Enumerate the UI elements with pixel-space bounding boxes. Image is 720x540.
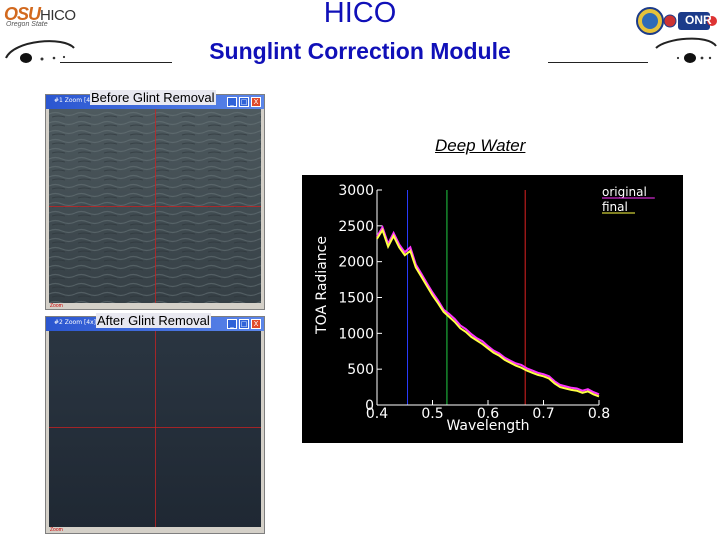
window-status: Zoom <box>50 303 63 309</box>
y-tick-label: 1500 <box>338 291 374 307</box>
hico-logo-text: HICO <box>40 7 76 24</box>
close-button[interactable]: X <box>251 97 261 107</box>
y-tick-label: 500 <box>347 362 374 378</box>
legend-label-original: original <box>602 185 647 199</box>
window-status: Zoom <box>50 527 63 533</box>
after-glint-label: After Glint Removal <box>96 313 211 328</box>
osu-logo-mark: OSU <box>4 4 41 24</box>
y-tick-label: 3000 <box>338 183 374 199</box>
x-tick-label: 0.4 <box>366 406 388 422</box>
minimize-button[interactable]: _ <box>227 319 237 329</box>
osu-logo: OSU Oregon State <box>4 4 74 34</box>
maximize-button[interactable]: □ <box>239 97 249 107</box>
header-divider-left <box>60 62 172 63</box>
radiance-chart-svg: 0.4 0.5 0.6 0.7 0.8050010001500200025003000 … <box>314 183 655 434</box>
right-orbit-icon <box>655 37 717 63</box>
x-axis-label: Wavelength <box>446 418 529 434</box>
maximize-button[interactable]: □ <box>239 319 249 329</box>
after-glint-window[interactable]: #2 Zoom [4x] _ □ X Zoom <box>45 316 265 534</box>
x-tick-label: 0.7 <box>532 406 554 422</box>
chart-heading: Deep Water <box>435 136 526 155</box>
left-orbit-icon <box>5 40 75 63</box>
crosshair-horizontal <box>49 206 261 207</box>
before-glint-image[interactable] <box>49 109 261 303</box>
legend-label-final: final <box>602 200 628 214</box>
osu-logo-subtext: Oregon State <box>6 21 48 28</box>
nrl-logo-text: ONR <box>685 13 712 27</box>
window-title: #2 Zoom [4x] <box>54 319 97 326</box>
y-tick-label: 2500 <box>338 219 374 235</box>
window-title: #1 Zoom [4x] <box>54 97 97 104</box>
page-subtitle: Sunglint Correction Module <box>209 38 511 64</box>
before-glint-window[interactable]: #1 Zoom [4x] _ □ X Zoom <box>45 94 265 310</box>
radiance-chart: 0.4 0.5 0.6 0.7 0.8 0 500 1000 1500 2000 2500 3000 … <box>302 175 683 443</box>
crosshair-vertical <box>155 331 156 527</box>
before-glint-label: Before Glint Removal <box>90 90 216 105</box>
x-tick-label: 0.8 <box>588 406 610 422</box>
series-final-line <box>376 227 600 398</box>
nrl-logo: ONR <box>636 6 718 36</box>
minimize-button[interactable]: _ <box>227 97 237 107</box>
seal-icon <box>636 7 717 35</box>
close-button[interactable]: X <box>251 319 261 329</box>
crosshair-horizontal <box>49 427 261 428</box>
x-tick-label: 0.5 <box>421 406 443 422</box>
after-glint-image[interactable] <box>49 331 261 527</box>
y-tick-label: 0 <box>365 398 374 414</box>
page-title: HICO <box>323 0 397 29</box>
y-tick-label: 1000 <box>338 326 374 342</box>
y-tick-label: 2000 <box>338 255 374 271</box>
header-divider-right <box>548 62 648 63</box>
x-tick-label: 0.6 <box>477 406 499 422</box>
y-axis-label: TOA Radiance <box>314 236 330 335</box>
